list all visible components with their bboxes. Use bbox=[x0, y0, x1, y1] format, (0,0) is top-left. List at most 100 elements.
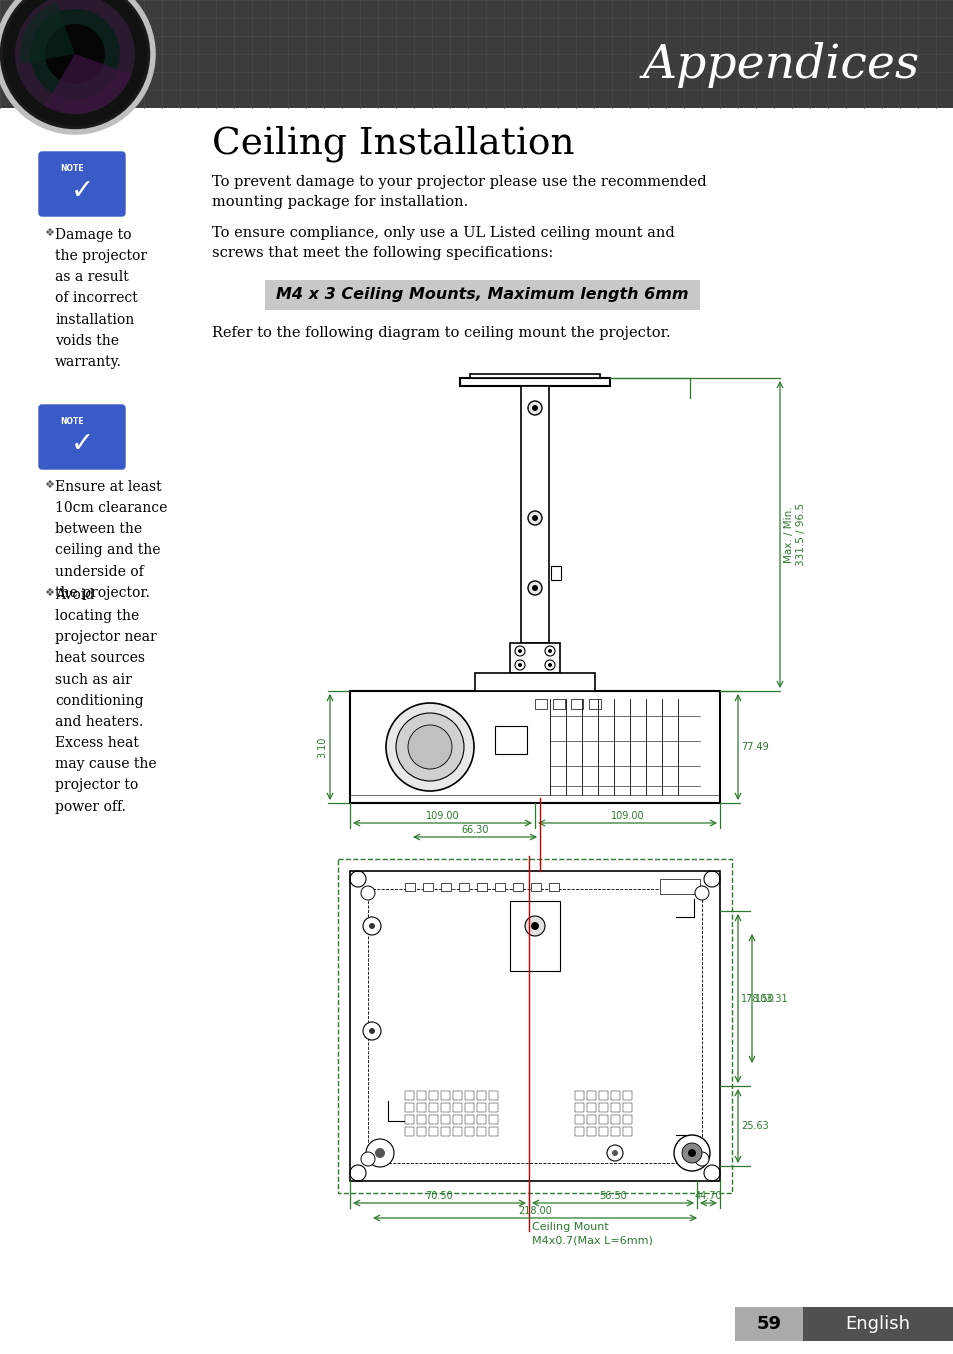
Circle shape bbox=[369, 923, 375, 929]
Bar bbox=[622, 1091, 631, 1099]
Bar bbox=[610, 1114, 619, 1124]
Bar bbox=[610, 1091, 619, 1099]
Text: English: English bbox=[844, 1315, 909, 1332]
Bar bbox=[440, 1091, 450, 1099]
Circle shape bbox=[366, 1139, 394, 1167]
Circle shape bbox=[547, 663, 552, 668]
Circle shape bbox=[408, 724, 452, 769]
Bar bbox=[470, 374, 599, 378]
Circle shape bbox=[532, 405, 537, 412]
Circle shape bbox=[532, 585, 537, 590]
Text: Avoid
locating the
projector near
heat sources
such as air
conditioning
and heat: Avoid locating the projector near heat s… bbox=[55, 588, 156, 814]
Bar bbox=[734, 1307, 802, 1340]
Bar bbox=[586, 1104, 596, 1112]
Text: 3.10: 3.10 bbox=[316, 737, 327, 758]
Circle shape bbox=[395, 714, 463, 781]
Text: Refer to the following diagram to ceiling mount the projector.: Refer to the following diagram to ceilin… bbox=[212, 326, 670, 340]
Bar bbox=[464, 1091, 474, 1099]
Bar bbox=[475, 673, 595, 691]
Bar bbox=[586, 1127, 596, 1136]
Bar bbox=[659, 879, 700, 894]
Bar bbox=[610, 1104, 619, 1112]
Bar bbox=[440, 1114, 450, 1124]
Circle shape bbox=[45, 24, 105, 84]
Circle shape bbox=[544, 659, 555, 670]
Bar bbox=[350, 691, 720, 803]
Circle shape bbox=[515, 646, 524, 655]
Bar bbox=[429, 1091, 437, 1099]
Circle shape bbox=[517, 649, 521, 653]
Bar bbox=[422, 883, 433, 891]
Text: 77.49: 77.49 bbox=[740, 742, 768, 751]
Bar bbox=[489, 1114, 497, 1124]
Circle shape bbox=[527, 401, 541, 414]
Text: ✓: ✓ bbox=[71, 177, 93, 204]
Bar bbox=[531, 883, 540, 891]
Text: NOTE: NOTE bbox=[61, 417, 84, 427]
Circle shape bbox=[673, 1135, 709, 1171]
Bar bbox=[350, 871, 720, 1181]
Bar bbox=[598, 1114, 607, 1124]
Bar bbox=[489, 1127, 497, 1136]
Bar bbox=[586, 1114, 596, 1124]
Text: Appendices: Appendices bbox=[642, 42, 919, 88]
Circle shape bbox=[30, 9, 120, 99]
Bar bbox=[571, 699, 582, 709]
Bar bbox=[489, 1091, 497, 1099]
Circle shape bbox=[527, 510, 541, 525]
Bar bbox=[476, 1104, 485, 1112]
Bar bbox=[586, 1091, 596, 1099]
Bar bbox=[548, 883, 558, 891]
Circle shape bbox=[544, 646, 555, 655]
Bar bbox=[513, 883, 522, 891]
Bar bbox=[440, 883, 451, 891]
Bar bbox=[598, 1127, 607, 1136]
Circle shape bbox=[363, 917, 380, 936]
Text: M4 x 3 Ceiling Mounts, Maximum length 6mm: M4 x 3 Ceiling Mounts, Maximum length 6m… bbox=[275, 287, 687, 302]
Bar bbox=[405, 1104, 414, 1112]
Bar bbox=[588, 699, 600, 709]
Bar bbox=[598, 1104, 607, 1112]
Bar bbox=[476, 1114, 485, 1124]
Wedge shape bbox=[45, 54, 132, 114]
Text: Ceiling Installation: Ceiling Installation bbox=[212, 125, 574, 161]
Bar bbox=[416, 1091, 426, 1099]
Bar bbox=[429, 1127, 437, 1136]
Bar bbox=[416, 1104, 426, 1112]
Circle shape bbox=[524, 917, 544, 936]
Text: 109.00: 109.00 bbox=[425, 811, 458, 821]
Text: 25.63: 25.63 bbox=[740, 1121, 768, 1131]
Circle shape bbox=[687, 1150, 696, 1158]
Bar bbox=[265, 280, 700, 310]
Bar bbox=[622, 1114, 631, 1124]
Bar bbox=[0, 0, 953, 108]
Circle shape bbox=[363, 1022, 380, 1040]
Circle shape bbox=[531, 922, 538, 930]
Circle shape bbox=[369, 1028, 375, 1034]
Circle shape bbox=[360, 886, 375, 900]
Bar bbox=[575, 1114, 583, 1124]
Bar bbox=[598, 1091, 607, 1099]
Bar bbox=[551, 566, 560, 580]
Bar bbox=[368, 890, 701, 1163]
Bar bbox=[464, 1127, 474, 1136]
FancyBboxPatch shape bbox=[39, 405, 125, 468]
Text: 56.50: 56.50 bbox=[598, 1192, 626, 1201]
Bar bbox=[520, 386, 548, 643]
Bar bbox=[405, 1127, 414, 1136]
Bar bbox=[476, 1091, 485, 1099]
Bar bbox=[405, 1091, 414, 1099]
Text: ✓: ✓ bbox=[71, 431, 93, 458]
Text: ❖: ❖ bbox=[44, 588, 54, 598]
Bar bbox=[429, 1104, 437, 1112]
Text: ❖: ❖ bbox=[44, 227, 54, 238]
Bar bbox=[440, 1127, 450, 1136]
Text: Ceiling Mount
M4x0.7(Max L=6mm): Ceiling Mount M4x0.7(Max L=6mm) bbox=[532, 1223, 652, 1246]
Wedge shape bbox=[20, 3, 75, 64]
Circle shape bbox=[375, 1148, 385, 1158]
Text: 59: 59 bbox=[756, 1315, 781, 1332]
Text: Damage to
the projector
as a result
of incorrect
installation
voids the
warranty: Damage to the projector as a result of i… bbox=[55, 227, 147, 368]
Text: To prevent damage to your projector please use the recommended
mounting package : To prevent damage to your projector plea… bbox=[212, 175, 706, 209]
Circle shape bbox=[360, 1152, 375, 1166]
Circle shape bbox=[515, 659, 524, 670]
